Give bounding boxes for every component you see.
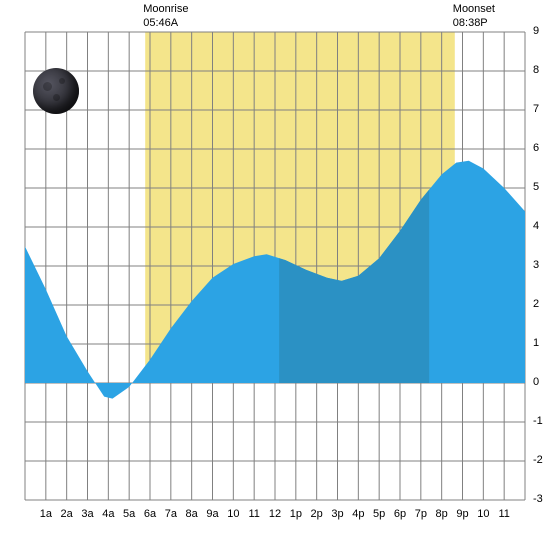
x-tick-label: 12 <box>269 508 281 520</box>
x-tick-label: 6a <box>144 508 156 520</box>
x-tick-label: 5p <box>373 508 385 520</box>
x-tick-label: 8p <box>436 508 448 520</box>
tide-chart: -3-2-101234567891a2a3a4a5a6a7a8a9a101112… <box>0 0 550 550</box>
x-tick-label: 7a <box>165 508 177 520</box>
x-tick-label: 11 <box>498 508 509 520</box>
x-tick-label: 5a <box>123 508 135 520</box>
x-tick-label: 2a <box>61 508 73 520</box>
y-tick-label: 5 <box>533 181 539 193</box>
y-tick-label: 6 <box>533 142 539 154</box>
y-tick-label: -1 <box>533 415 543 427</box>
y-tick-label: 8 <box>533 64 539 76</box>
y-tick-label: 7 <box>533 103 539 115</box>
moonrise-label: Moonrise 05:46A <box>143 2 188 30</box>
x-tick-label: 10 <box>227 508 239 520</box>
x-tick-label: 3p <box>331 508 343 520</box>
x-tick-label: 8a <box>186 508 198 520</box>
x-tick-label: 9p <box>456 508 468 520</box>
x-tick-label: 1a <box>40 508 52 520</box>
x-tick-label: 7p <box>415 508 427 520</box>
y-tick-label: -3 <box>533 493 543 505</box>
x-tick-label: 9a <box>206 508 218 520</box>
x-tick-label: 4p <box>352 508 364 520</box>
y-tick-label: 9 <box>533 25 539 37</box>
y-tick-label: 3 <box>533 259 539 271</box>
x-tick-label: 6p <box>394 508 406 520</box>
moonset-label: Moonset 08:38P <box>453 2 495 30</box>
x-tick-label: 1p <box>290 508 302 520</box>
y-tick-label: 4 <box>533 220 539 232</box>
x-tick-label: 3a <box>81 508 93 520</box>
chart-svg <box>0 0 550 550</box>
x-tick-label: 4a <box>102 508 114 520</box>
y-tick-label: 2 <box>533 298 539 310</box>
x-tick-label: 2p <box>311 508 323 520</box>
y-tick-label: 0 <box>533 376 539 388</box>
x-tick-label: 10 <box>477 508 489 520</box>
y-tick-label: 1 <box>533 337 539 349</box>
y-tick-label: -2 <box>533 454 543 466</box>
moon-phase-icon <box>33 68 79 114</box>
x-tick-label: 11 <box>248 508 259 520</box>
